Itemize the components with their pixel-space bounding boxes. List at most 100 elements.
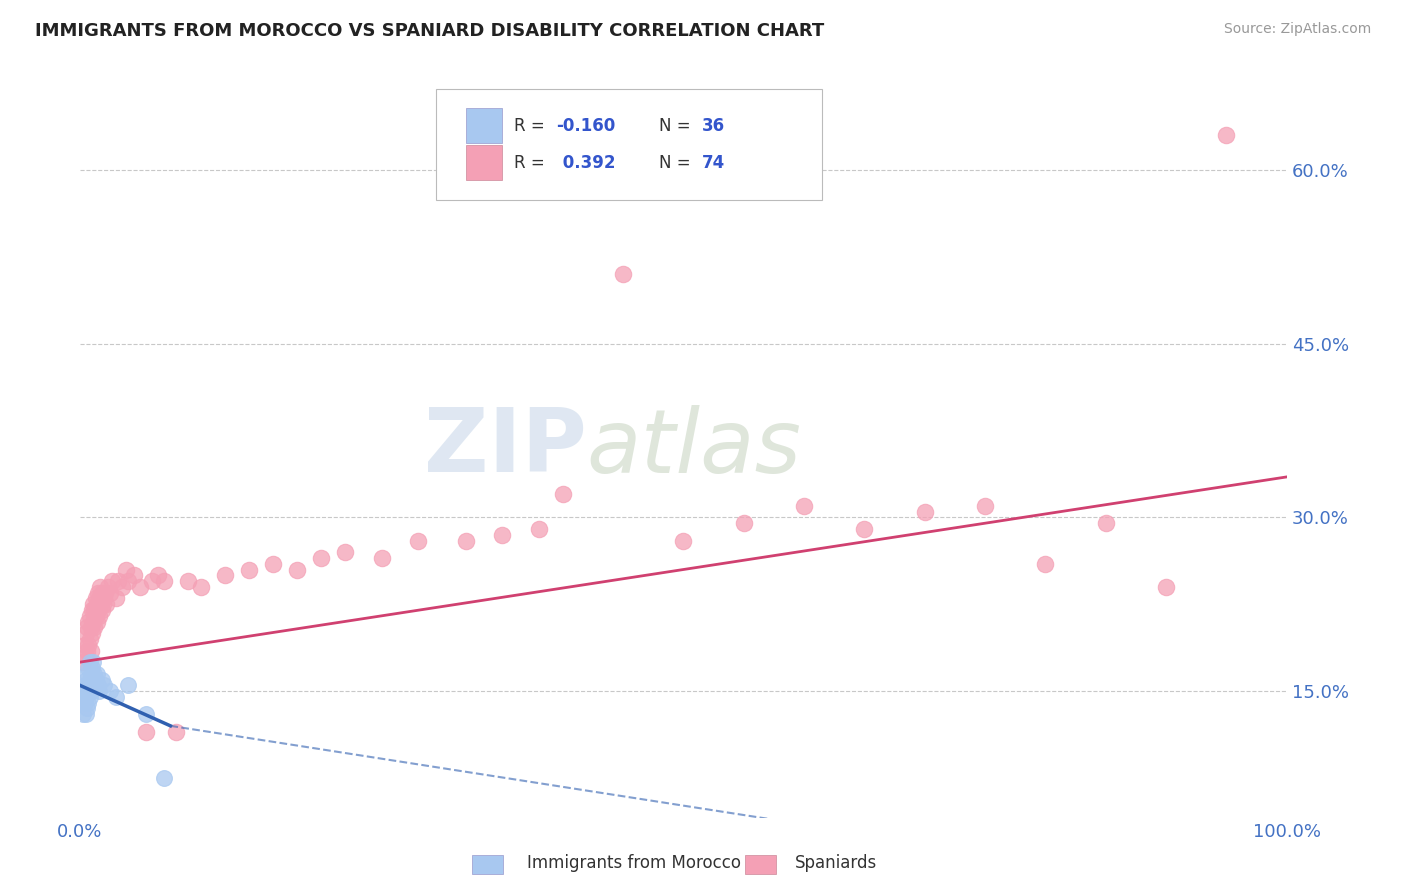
- Point: [129, 580, 152, 594]
- Text: N =: N =: [659, 153, 696, 171]
- Text: ZIP: ZIP: [425, 404, 586, 491]
- Point: [527, 522, 550, 536]
- Point: [86, 666, 108, 681]
- Point: [73, 696, 96, 710]
- Point: [87, 678, 110, 692]
- Point: [107, 574, 129, 588]
- Point: [84, 673, 107, 687]
- Point: [75, 649, 97, 664]
- Point: [914, 505, 936, 519]
- Point: [75, 626, 97, 640]
- Point: [96, 597, 118, 611]
- Point: [148, 568, 170, 582]
- Text: 0.392: 0.392: [557, 153, 614, 171]
- Point: [190, 580, 212, 594]
- Point: [1035, 557, 1057, 571]
- Point: [77, 696, 100, 710]
- Point: [73, 678, 96, 692]
- Point: [77, 678, 100, 692]
- Point: [370, 550, 392, 565]
- Point: [101, 574, 124, 588]
- Point: [111, 580, 134, 594]
- Text: R =: R =: [515, 153, 550, 171]
- Point: [76, 620, 98, 634]
- Point: [87, 603, 110, 617]
- Point: [153, 771, 176, 785]
- Point: [86, 597, 108, 611]
- Point: [165, 724, 187, 739]
- Point: [262, 557, 284, 571]
- Point: [79, 673, 101, 687]
- Text: N =: N =: [659, 117, 696, 135]
- Point: [98, 585, 121, 599]
- Point: [75, 707, 97, 722]
- Point: [72, 655, 94, 669]
- Point: [80, 643, 103, 657]
- Text: 36: 36: [702, 117, 724, 135]
- Point: [77, 638, 100, 652]
- Point: [79, 690, 101, 704]
- Text: -0.160: -0.160: [557, 117, 616, 135]
- Point: [84, 591, 107, 606]
- Point: [82, 615, 104, 629]
- Text: IMMIGRANTS FROM MOROCCO VS SPANIARD DISABILITY CORRELATION CHART: IMMIGRANTS FROM MOROCCO VS SPANIARD DISA…: [35, 22, 824, 40]
- Text: Source: ZipAtlas.com: Source: ZipAtlas.com: [1223, 22, 1371, 37]
- Point: [82, 673, 104, 687]
- Point: [80, 620, 103, 634]
- Point: [73, 638, 96, 652]
- Point: [117, 574, 139, 588]
- Point: [122, 568, 145, 582]
- Point: [93, 591, 115, 606]
- Point: [79, 608, 101, 623]
- Point: [87, 585, 110, 599]
- Point: [89, 608, 111, 623]
- Point: [90, 585, 112, 599]
- Point: [79, 632, 101, 646]
- Point: [80, 626, 103, 640]
- Point: [83, 666, 105, 681]
- Point: [80, 603, 103, 617]
- Point: [238, 562, 260, 576]
- Bar: [467, 108, 502, 144]
- Point: [76, 643, 98, 657]
- Point: [89, 597, 111, 611]
- Point: [91, 597, 114, 611]
- Point: [80, 661, 103, 675]
- Point: [551, 487, 574, 501]
- Point: [83, 603, 105, 617]
- Point: [117, 678, 139, 692]
- Text: atlas: atlas: [586, 405, 801, 491]
- Point: [84, 608, 107, 623]
- Point: [72, 684, 94, 698]
- Point: [80, 684, 103, 698]
- Point: [105, 690, 128, 704]
- Point: [1154, 580, 1177, 594]
- Point: [79, 655, 101, 669]
- Point: [153, 574, 176, 588]
- Point: [89, 591, 111, 606]
- Point: [83, 678, 105, 692]
- Point: [1094, 516, 1116, 531]
- Point: [75, 690, 97, 704]
- Point: [793, 499, 815, 513]
- Point: [114, 562, 136, 576]
- Point: [214, 568, 236, 582]
- Point: [177, 574, 200, 588]
- Point: [853, 522, 876, 536]
- Point: [83, 620, 105, 634]
- Point: [406, 533, 429, 548]
- Point: [491, 528, 513, 542]
- Point: [141, 574, 163, 588]
- Point: [90, 673, 112, 687]
- Point: [672, 533, 695, 548]
- Point: [89, 684, 111, 698]
- Point: [733, 516, 755, 531]
- Point: [974, 499, 997, 513]
- Point: [77, 661, 100, 675]
- Point: [94, 585, 117, 599]
- Text: Spaniards: Spaniards: [794, 855, 876, 872]
- Point: [135, 724, 157, 739]
- Point: [76, 684, 98, 698]
- Point: [98, 684, 121, 698]
- Point: [97, 580, 120, 594]
